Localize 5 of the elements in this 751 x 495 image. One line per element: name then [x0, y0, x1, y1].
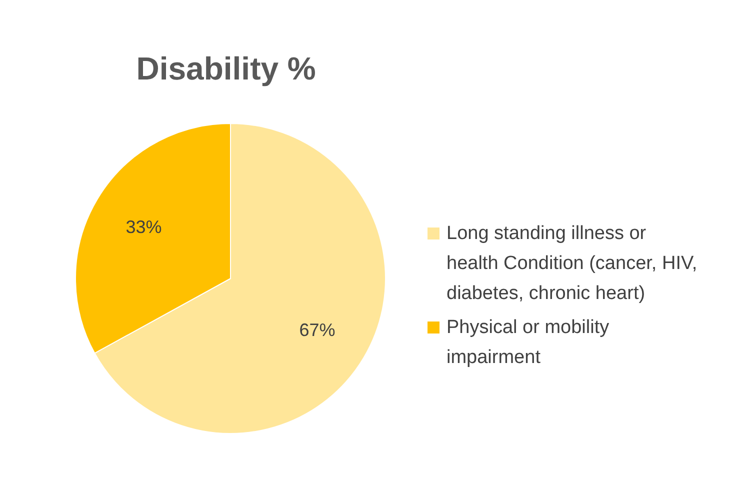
data-label: 33%	[126, 217, 162, 238]
data-label: 67%	[299, 320, 336, 340]
legend-label: Long standing illness or health Condition (cancer, HIV, diabetes, chronic heart)	[446, 223, 698, 304]
chart-title: Disability %	[136, 50, 316, 86]
legend-label: Physical or mobility impairment	[446, 317, 610, 368]
